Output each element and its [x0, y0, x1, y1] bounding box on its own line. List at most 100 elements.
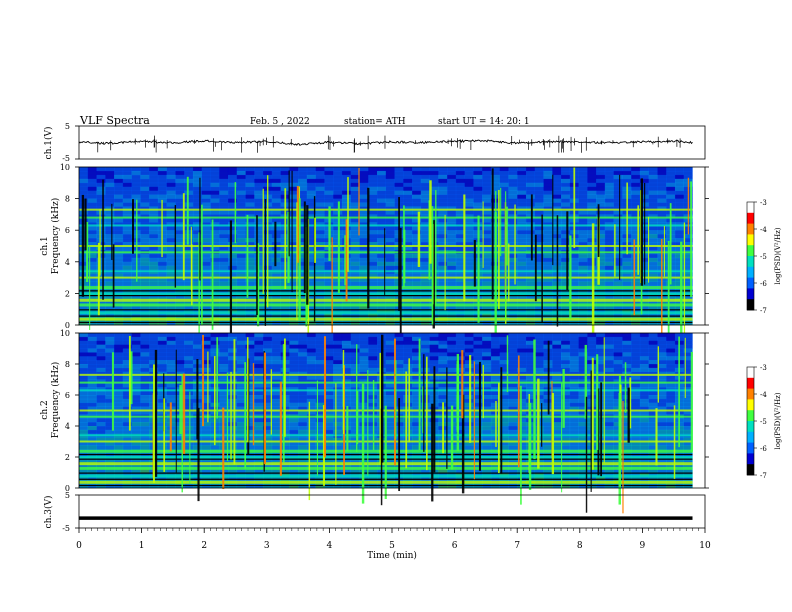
spectrogram-cell: [587, 194, 597, 199]
spectrogram-cell: [455, 367, 465, 373]
spectrogram-cell: [403, 321, 413, 326]
spectrogram-cell: [350, 410, 360, 415]
spectrogram-cell: [561, 371, 571, 376]
spectrogram-cell: [210, 305, 220, 310]
spectrogram-streak: [81, 194, 85, 297]
spectrogram-cell: [79, 321, 89, 326]
spectrogram-cell: [420, 242, 430, 247]
spectrogram-cell: [525, 257, 536, 263]
spectrogram-cell: [166, 371, 176, 376]
spectrogram-cell: [359, 356, 369, 361]
spectrogram-cell: [499, 371, 509, 376]
spectrogram-cell: [254, 410, 264, 415]
spectrogram-cell: [499, 182, 509, 188]
spectrogram-cell: [201, 437, 211, 442]
spectrogram-cell: [219, 309, 229, 314]
spectrogram-cell: [210, 344, 220, 349]
spectrogram-cell: [666, 313, 676, 318]
spectrogram-cell: [674, 170, 685, 176]
spectrogram-cell: [508, 202, 518, 207]
spectrogram-cell: [429, 190, 439, 195]
spectrogram-cell: [517, 340, 527, 345]
spectrogram-cell: [639, 395, 649, 400]
spectrogram-cell: [499, 344, 509, 349]
spectrogram-cell: [315, 238, 325, 243]
spectrogram-cell: [420, 167, 430, 172]
spectrogram-cell: [525, 352, 536, 357]
spectrogram-cell: [87, 210, 97, 215]
spectrogram-cell: [385, 333, 395, 338]
spectrogram-cell: [306, 371, 316, 376]
spectrogram-cell: [534, 182, 544, 188]
spectrogram-cell: [166, 321, 176, 326]
spectrogram-cell: [122, 364, 132, 369]
spectrogram-cell: [403, 170, 413, 176]
spectrogram-cell: [657, 395, 667, 400]
spectrogram-cell: [350, 174, 360, 180]
spectrogram-cell: [122, 261, 132, 267]
spectrogram-cell: [184, 426, 194, 431]
spectrogram-cell: [227, 360, 238, 365]
spectrogram-cell: [525, 202, 536, 207]
spectrogram-cell: [639, 340, 649, 345]
spectrogram-cell: [420, 410, 430, 415]
spectrogram-cell: [236, 186, 246, 191]
spectrogram-cell: [455, 218, 465, 223]
spectrogram-cell: [175, 364, 185, 369]
spectrogram-cell: [385, 214, 395, 219]
spectrogram-cell: [412, 371, 422, 376]
spectrogram-cell: [604, 178, 614, 184]
spectrogram-cell: [315, 360, 325, 365]
spectrogram-cell: [350, 190, 360, 195]
spectrogram-cell: [236, 360, 246, 365]
spectrogram-cell: [631, 418, 641, 423]
spectrogram-cell: [201, 418, 211, 423]
spectrogram-cell: [245, 190, 255, 195]
spectrogram-cell: [596, 336, 606, 342]
spectrogram-cell: [333, 178, 343, 184]
spectrogram-cell: [438, 234, 448, 239]
spectrogram-cell: [403, 313, 413, 318]
spectrogram-cell: [455, 418, 465, 423]
spectrogram-cell: [403, 371, 413, 376]
spectrogram-cell: [552, 348, 562, 353]
spectrogram-cell: [587, 257, 597, 263]
spectrogram-cell: [149, 222, 159, 227]
spectrogram-cell: [455, 321, 465, 326]
spectrogram-cell: [569, 261, 579, 267]
spectrogram-cell: [306, 253, 316, 259]
spectrogram-streak: [500, 187, 502, 257]
spectrogram-cell: [315, 265, 325, 270]
spectrogram-streak: [431, 206, 434, 326]
spectrogram-cell: [201, 222, 211, 227]
spectrogram-cell: [289, 170, 299, 176]
spectrogram-cell: [578, 418, 588, 423]
spectrogram-cell: [403, 186, 413, 191]
spectrogram-cell: [613, 352, 623, 357]
spectrogram-cell: [263, 356, 273, 361]
spectrogram-cell: [482, 242, 492, 247]
spectrogram-cell: [561, 230, 571, 235]
spectrogram-cell: [324, 301, 334, 306]
spectrogram-cell: [587, 178, 597, 184]
spectrogram-cell: [376, 178, 387, 184]
spectrogram-cell: [324, 170, 334, 176]
spectrogram-cell: [149, 352, 159, 357]
spectrogram-cell: [140, 309, 150, 314]
spectrogram-cell: [525, 234, 536, 239]
spectrogram-cell: [289, 309, 299, 314]
spectrogram-cell: [534, 305, 544, 310]
spectrogram-streak: [84, 198, 87, 251]
spectrogram-cell: [429, 170, 439, 176]
spectrogram-cell: [324, 429, 334, 435]
spectrogram-cell: [96, 371, 106, 376]
spectrogram-cell: [517, 367, 527, 373]
spectrogram-cell: [219, 222, 229, 227]
spectrogram-streak: [556, 215, 559, 327]
spectrogram-cell: [105, 238, 115, 243]
spectrogram-cell: [517, 190, 527, 195]
spectrogram-cell: [122, 356, 132, 361]
spectrogram-cell: [245, 333, 255, 338]
spectrogram-cell: [87, 426, 97, 431]
spectrogram-cell: [648, 178, 658, 184]
